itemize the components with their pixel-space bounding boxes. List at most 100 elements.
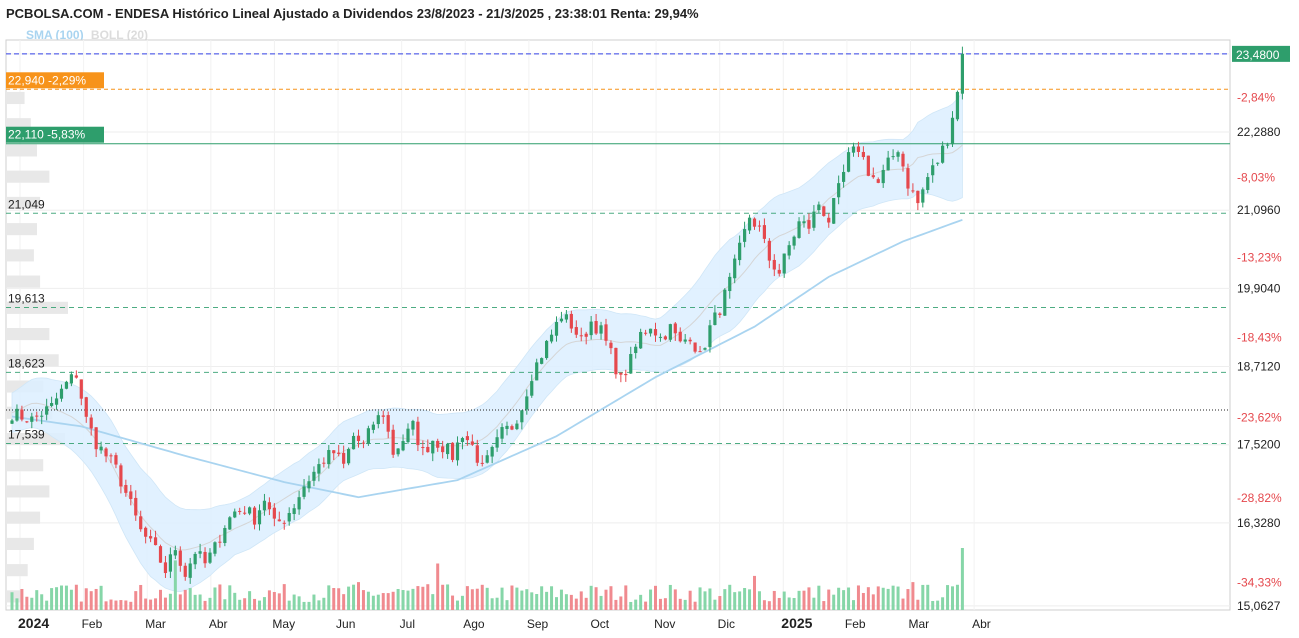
candle-body-114 (574, 327, 578, 335)
candle-body-11 (64, 381, 69, 389)
volume-bar-115 (579, 591, 583, 610)
candle-body-166 (832, 198, 836, 224)
candle-body-115 (579, 335, 583, 337)
candle-body-15 (84, 397, 88, 417)
candle-body-34 (178, 550, 182, 566)
candle-body-134 (673, 323, 677, 334)
volume-bar-53 (272, 591, 276, 610)
level-label-2: 21,049 (8, 197, 45, 211)
x-tick-label-8: Sep (527, 617, 549, 631)
pct-tick-label-5: -28,82% (1237, 491, 1282, 505)
candle-body-148 (743, 229, 747, 242)
volume-bar-41 (213, 587, 217, 610)
volume-bar-116 (584, 597, 588, 610)
volume-bar-82 (416, 586, 420, 610)
volume-bar-99 (500, 587, 504, 610)
candle-body-106 (535, 362, 539, 381)
sma-line (11, 218, 963, 499)
volume-bar-74 (376, 594, 380, 610)
volume-bar-70 (357, 582, 360, 610)
candle-body-91 (460, 438, 465, 442)
profile-bar-12 (6, 275, 41, 288)
candle-body-120 (604, 324, 608, 341)
candle-body-82 (416, 421, 420, 446)
level-label-0: 22,940 -2,29% (8, 73, 86, 87)
candle-body-41 (213, 542, 217, 554)
last-price-label: 23,4800 (1236, 48, 1280, 62)
volume-bar-139 (698, 587, 702, 610)
level-label-3: 19,613 (8, 291, 45, 305)
candle-body-52 (267, 502, 271, 510)
candle-body-72 (366, 428, 370, 444)
volume-bar-160 (802, 590, 806, 610)
y-tick-label-5: 17,5200 (1237, 438, 1281, 452)
candle-body-14 (79, 379, 83, 399)
volume-bar-5 (35, 590, 39, 610)
candle-body-86 (436, 440, 440, 448)
candle-body-77 (391, 429, 395, 455)
volume-bar-76 (386, 593, 390, 610)
volume-bar-176 (881, 587, 885, 610)
candle-body-153 (767, 240, 771, 261)
candle-body-103 (520, 410, 524, 423)
candle-body-175 (876, 179, 880, 183)
candle-body-94 (475, 445, 479, 463)
candle-body-57 (292, 508, 296, 515)
candle-body-73 (371, 424, 375, 430)
volume-bar-16 (89, 591, 93, 610)
volume-bar-187 (936, 600, 940, 610)
candle-body-126 (634, 346, 638, 354)
profile-bar-16 (6, 170, 50, 183)
volume-bar-146 (733, 592, 737, 610)
level-labels: 22,940 -2,29% 22,110 -5,83% 21,049 19,613 18… (6, 72, 104, 441)
candle-body-104 (525, 396, 529, 410)
volume-bar-186 (931, 600, 935, 610)
volume-bar-189 (946, 585, 950, 610)
candle-body-181 (906, 168, 910, 189)
volume-bar-172 (861, 592, 865, 610)
candle-body-100 (505, 425, 509, 429)
volume-bar-168 (842, 590, 846, 610)
volume-bar-165 (827, 589, 831, 610)
y-tick-label-1: 22,2880 (1237, 125, 1281, 139)
candle-body-9 (54, 398, 59, 405)
bollinger-area (11, 91, 963, 592)
candle-body-159 (797, 221, 801, 238)
volume-bar-13 (74, 584, 78, 610)
x-tick-label-9: Oct (590, 617, 609, 631)
chart-title: PCBOLSA.COM - ENDESA Histórico Lineal Aj… (6, 6, 699, 21)
candle-body-125 (629, 354, 633, 374)
candle-body-152 (762, 225, 766, 239)
volume-bar-39 (203, 600, 207, 610)
volume-bar-100 (505, 600, 509, 610)
volume-bar-163 (817, 585, 821, 610)
volume-bar-83 (421, 586, 425, 610)
candle-body-6 (40, 415, 44, 417)
candle-body-8 (50, 403, 54, 406)
candle-body-139 (698, 351, 702, 353)
volume-bar-128 (644, 601, 648, 610)
legend-boll[interactable]: BOLL (20) (90, 28, 149, 42)
candle-body-60 (307, 481, 311, 489)
axes: 23,4800 22,2880 21,0960 19,9040 18,7120 17,52… (18, 45, 1290, 631)
sma-100 (11, 218, 963, 499)
candle-body-105 (530, 381, 534, 396)
volume-bar-169 (847, 587, 851, 610)
volume-bar-118 (594, 587, 598, 610)
volume-bar-159 (797, 590, 801, 610)
volume-bar-57 (292, 594, 296, 610)
candle-body-61 (312, 471, 316, 481)
candle-body-145 (728, 276, 732, 292)
x-tick-label-15: Abr (972, 617, 991, 631)
volume-bar-162 (812, 597, 816, 610)
volume-bar-77 (391, 591, 395, 610)
profile-bar-17 (6, 144, 37, 157)
candle-body-48 (248, 507, 252, 514)
volume-bar-17 (94, 588, 98, 610)
legend-sma[interactable]: SMA (100) (26, 28, 84, 42)
volume-bar-112 (564, 594, 568, 610)
candle-body-112 (564, 314, 568, 320)
candle-body-144 (723, 289, 727, 316)
candle-body-51 (262, 500, 267, 511)
